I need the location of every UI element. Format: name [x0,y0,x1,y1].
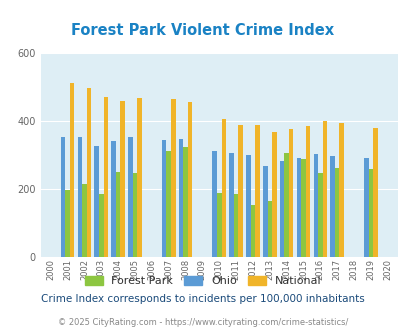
Bar [372,128,377,257]
Bar [216,193,221,257]
Bar [322,121,326,257]
Bar [162,140,166,257]
Bar [288,129,293,257]
Bar [238,125,242,257]
Bar [178,139,183,257]
Bar [188,102,192,257]
Bar [212,151,216,257]
Bar [368,169,372,257]
Bar [99,194,103,257]
Bar [65,190,70,257]
Bar [255,125,259,257]
Bar [132,173,137,257]
Bar [77,137,82,257]
Bar [103,97,108,257]
Bar [171,99,175,257]
Bar [271,132,276,257]
Text: Forest Park Violent Crime Index: Forest Park Violent Crime Index [71,23,334,38]
Bar [120,101,125,257]
Bar [183,147,188,257]
Bar [267,201,271,257]
Bar [296,158,301,257]
Bar [363,158,368,257]
Bar [115,172,120,257]
Bar [61,137,65,257]
Text: © 2025 CityRating.com - https://www.cityrating.com/crime-statistics/: © 2025 CityRating.com - https://www.city… [58,318,347,327]
Bar [305,126,309,257]
Bar [317,173,322,257]
Bar [94,146,99,257]
Bar [334,168,339,257]
Bar [87,88,91,257]
Bar [70,83,74,257]
Bar [330,156,334,257]
Bar [233,194,238,257]
Bar [250,205,255,257]
Bar [313,154,317,257]
Legend: Forest Park, Ohio, National: Forest Park, Ohio, National [80,271,325,290]
Bar [229,153,233,257]
Bar [221,119,226,257]
Bar [245,155,250,257]
Bar [82,184,87,257]
Text: Crime Index corresponds to incidents per 100,000 inhabitants: Crime Index corresponds to incidents per… [41,294,364,304]
Bar [137,98,141,257]
Bar [166,151,171,257]
Bar [262,166,267,257]
Bar [128,137,132,257]
Bar [284,153,288,257]
Bar [301,158,305,257]
Bar [339,123,343,257]
Bar [111,142,115,257]
Bar [279,161,283,257]
